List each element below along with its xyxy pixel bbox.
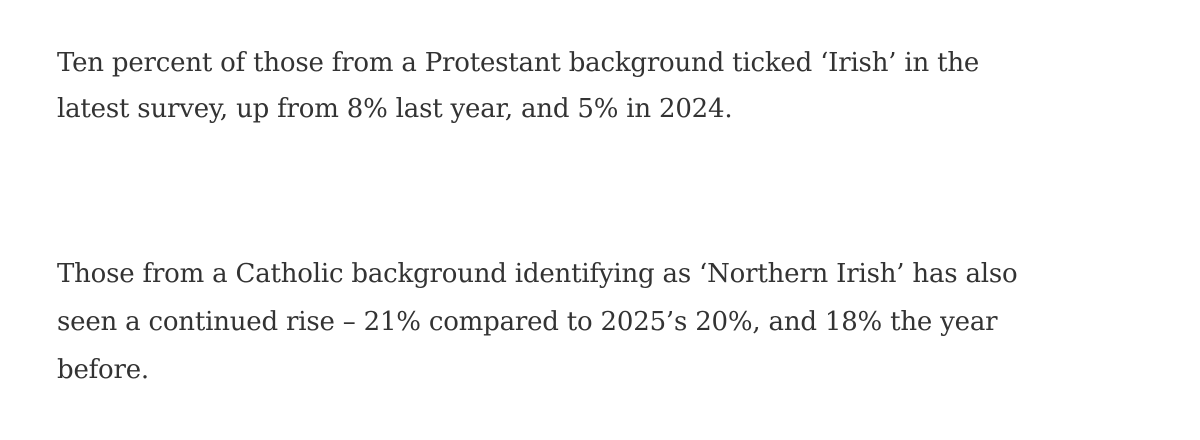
text-line: latest survey, up from 8% last year, and… — [57, 94, 733, 124]
paragraph: Those from a Catholic background identif… — [57, 250, 1187, 394]
text-line: seen a continued rise – 21% compared to … — [57, 307, 998, 337]
paragraph: Ten percent of those from a Protestant b… — [57, 40, 1187, 132]
text-line: before. — [57, 355, 149, 385]
text-line: Ten percent of those from a Protestant b… — [57, 48, 980, 78]
text-line: Those from a Catholic background identif… — [57, 259, 1018, 289]
